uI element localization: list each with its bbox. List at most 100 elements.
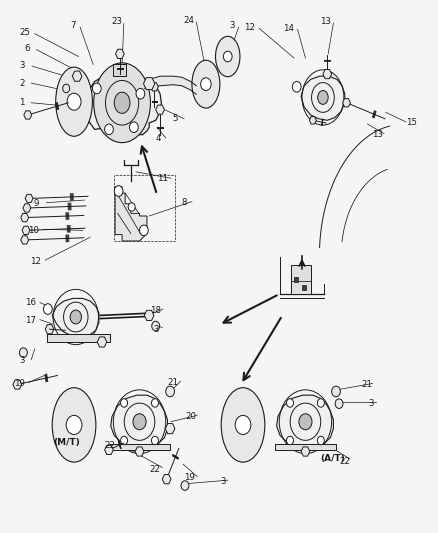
Circle shape bbox=[43, 304, 52, 314]
Text: 19: 19 bbox=[184, 473, 195, 482]
Circle shape bbox=[19, 348, 27, 358]
Polygon shape bbox=[165, 424, 175, 434]
Text: 8: 8 bbox=[181, 198, 187, 207]
Circle shape bbox=[223, 51, 232, 62]
Text: 3: 3 bbox=[368, 399, 374, 408]
Polygon shape bbox=[323, 69, 332, 79]
Circle shape bbox=[166, 386, 174, 397]
Text: 6: 6 bbox=[24, 44, 30, 53]
Text: 3: 3 bbox=[20, 61, 25, 70]
Text: 22: 22 bbox=[149, 465, 160, 474]
Polygon shape bbox=[25, 195, 33, 203]
Circle shape bbox=[292, 82, 301, 92]
Bar bbox=[294, 277, 298, 282]
Circle shape bbox=[130, 122, 138, 133]
Polygon shape bbox=[145, 310, 154, 320]
Ellipse shape bbox=[133, 414, 146, 430]
Text: (A/T): (A/T) bbox=[320, 455, 345, 463]
Text: 3: 3 bbox=[221, 478, 226, 486]
Bar bbox=[275, 443, 336, 450]
Polygon shape bbox=[52, 298, 99, 337]
Circle shape bbox=[67, 93, 81, 110]
Ellipse shape bbox=[221, 387, 265, 462]
Circle shape bbox=[152, 437, 159, 445]
Polygon shape bbox=[97, 337, 107, 347]
Ellipse shape bbox=[114, 92, 130, 114]
Polygon shape bbox=[85, 75, 161, 135]
Polygon shape bbox=[22, 226, 30, 235]
Text: 18: 18 bbox=[150, 305, 161, 314]
Text: (M/T): (M/T) bbox=[54, 439, 81, 448]
Text: 4: 4 bbox=[155, 134, 161, 143]
Polygon shape bbox=[144, 78, 155, 90]
Text: 24: 24 bbox=[183, 16, 194, 25]
Ellipse shape bbox=[94, 63, 150, 143]
Circle shape bbox=[152, 399, 159, 407]
Circle shape bbox=[318, 399, 325, 407]
Text: 9: 9 bbox=[34, 199, 39, 208]
Bar bbox=[291, 265, 311, 294]
Polygon shape bbox=[21, 213, 28, 222]
Polygon shape bbox=[277, 395, 333, 448]
Polygon shape bbox=[116, 49, 124, 59]
Circle shape bbox=[318, 437, 325, 445]
Text: 20: 20 bbox=[185, 412, 196, 421]
Polygon shape bbox=[111, 395, 167, 448]
Circle shape bbox=[335, 399, 343, 408]
Polygon shape bbox=[23, 204, 31, 212]
Polygon shape bbox=[155, 105, 164, 114]
Circle shape bbox=[332, 386, 340, 397]
Circle shape bbox=[140, 225, 148, 236]
Polygon shape bbox=[105, 445, 113, 455]
Circle shape bbox=[201, 78, 211, 91]
Circle shape bbox=[235, 415, 251, 434]
Polygon shape bbox=[135, 447, 144, 456]
Ellipse shape bbox=[192, 60, 220, 108]
Bar bbox=[114, 174, 175, 241]
Text: 22: 22 bbox=[339, 457, 350, 466]
Text: 21: 21 bbox=[168, 378, 179, 387]
Polygon shape bbox=[13, 380, 21, 389]
Text: 3: 3 bbox=[230, 21, 235, 30]
Polygon shape bbox=[301, 76, 345, 120]
Text: 14: 14 bbox=[283, 24, 294, 33]
Circle shape bbox=[92, 83, 101, 94]
Polygon shape bbox=[162, 474, 171, 484]
Bar bbox=[109, 443, 170, 450]
Circle shape bbox=[63, 84, 70, 93]
Text: 1: 1 bbox=[19, 98, 25, 107]
Circle shape bbox=[66, 415, 82, 434]
Text: 17: 17 bbox=[25, 316, 36, 325]
Text: 15: 15 bbox=[406, 118, 417, 127]
Text: 22: 22 bbox=[104, 441, 115, 450]
Bar bbox=[113, 64, 127, 76]
Text: 23: 23 bbox=[111, 18, 122, 27]
Text: 13: 13 bbox=[371, 130, 382, 139]
Text: 2: 2 bbox=[19, 78, 25, 87]
Circle shape bbox=[120, 437, 127, 445]
Polygon shape bbox=[115, 187, 147, 241]
Text: 10: 10 bbox=[28, 226, 39, 235]
Polygon shape bbox=[45, 325, 54, 334]
Polygon shape bbox=[343, 99, 350, 107]
Circle shape bbox=[114, 185, 123, 196]
Polygon shape bbox=[150, 83, 158, 91]
Text: 5: 5 bbox=[173, 114, 178, 123]
Ellipse shape bbox=[52, 387, 96, 462]
Bar bbox=[302, 285, 306, 290]
Text: 13: 13 bbox=[321, 18, 332, 27]
Text: 25: 25 bbox=[19, 28, 30, 37]
Text: 3: 3 bbox=[19, 356, 25, 365]
Polygon shape bbox=[72, 71, 82, 81]
Circle shape bbox=[128, 203, 135, 211]
Text: 21: 21 bbox=[361, 380, 372, 389]
Ellipse shape bbox=[56, 67, 92, 136]
Circle shape bbox=[120, 399, 127, 407]
Polygon shape bbox=[309, 117, 316, 124]
Text: 16: 16 bbox=[25, 298, 36, 307]
Circle shape bbox=[181, 481, 189, 490]
Ellipse shape bbox=[318, 91, 328, 104]
Ellipse shape bbox=[299, 414, 312, 430]
Circle shape bbox=[286, 399, 293, 407]
Bar bbox=[46, 334, 110, 342]
